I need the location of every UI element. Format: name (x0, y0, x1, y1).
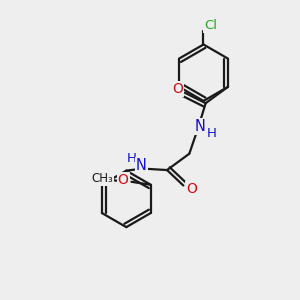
Text: O: O (118, 173, 129, 187)
Text: N: N (195, 119, 206, 134)
Text: Cl: Cl (204, 19, 218, 32)
Text: N: N (136, 158, 147, 173)
Text: CH₃: CH₃ (92, 172, 113, 185)
Text: H: H (126, 152, 136, 165)
Text: H: H (207, 127, 217, 140)
Text: O: O (172, 82, 183, 96)
Text: O: O (186, 182, 197, 196)
